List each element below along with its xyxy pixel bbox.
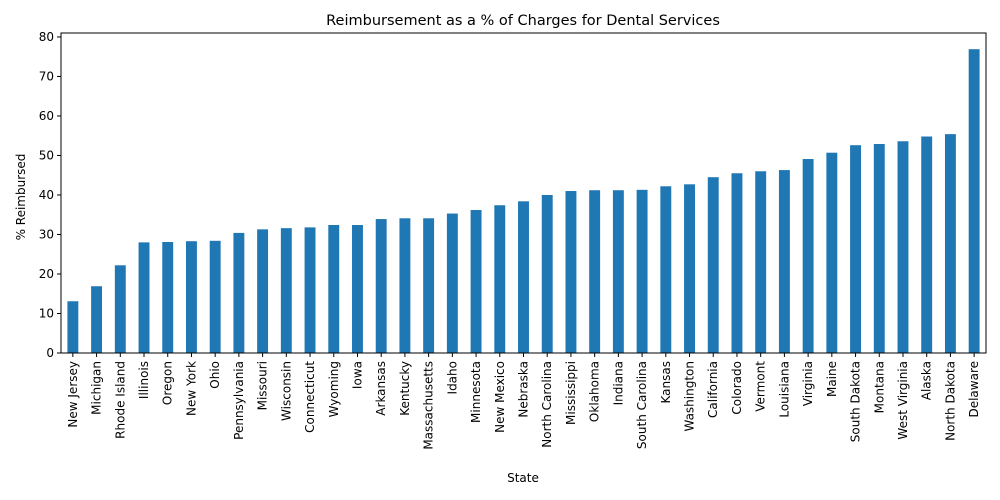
y-tick-label: 30 (39, 227, 54, 241)
x-tick-label: New Jersey (66, 361, 80, 428)
bar-oklahoma (589, 190, 601, 353)
bar-wisconsin (280, 228, 292, 353)
bar-delaware (968, 49, 980, 353)
x-tick-label: South Dakota (849, 361, 863, 442)
bar-rhode-island (114, 265, 126, 353)
bar-michigan (91, 286, 103, 353)
y-axis: 0 10 20 30 40 50 60 70 80 (39, 30, 61, 360)
x-axis-label: State (507, 471, 539, 485)
bar-south-carolina (636, 189, 648, 353)
bar-south-dakota (850, 145, 862, 353)
x-tick-label: Minnesota (469, 361, 483, 423)
bar-north-dakota (944, 134, 956, 353)
x-tick-label: Wyoming (327, 361, 341, 417)
x-tick-label: Ohio (208, 361, 222, 389)
bar-montana (873, 144, 885, 353)
plot-frame (60, 32, 987, 354)
bar-new-york (185, 241, 197, 353)
bar-maine (826, 152, 838, 353)
bar-colorado (731, 173, 743, 353)
x-tick-label: South Carolina (635, 361, 649, 449)
x-tick-label: Vermont (754, 361, 768, 412)
x-tick-label: Delaware (967, 361, 981, 418)
x-axis: New Jersey Michigan Rhode Island Illinois Or… (66, 353, 981, 450)
y-axis-label: % Reimbursed (14, 154, 28, 241)
x-tick-label: Montana (872, 361, 886, 413)
x-tick-label: Oklahoma (588, 361, 602, 422)
bar-mississippi (565, 191, 577, 353)
x-tick-label: Maine (825, 361, 839, 397)
bar-connecticut (304, 227, 316, 353)
x-tick-label: New York (184, 361, 198, 416)
bar-kansas (660, 186, 672, 353)
x-tick-label: Pennsylvania (232, 361, 246, 440)
bar-louisiana (778, 170, 790, 353)
bar-missouri (257, 229, 269, 353)
x-tick-label: Idaho (445, 361, 459, 394)
y-tick-label: 70 (39, 69, 54, 83)
x-tick-label: California (706, 361, 720, 418)
x-tick-label: Connecticut (303, 361, 317, 433)
bar-nebraska (518, 201, 529, 353)
x-tick-label: New Mexico (493, 361, 507, 433)
x-tick-label: Oregon (161, 361, 175, 405)
y-tick-label: 50 (39, 148, 54, 162)
x-tick-label: Kansas (659, 361, 673, 403)
y-tick-label: 0 (46, 346, 54, 360)
bar-alaska (921, 136, 933, 353)
x-tick-label: West Virginia (896, 361, 910, 440)
bar-new-mexico (494, 205, 506, 353)
x-tick-label: Wisconsin (279, 361, 293, 421)
x-tick-label: Louisiana (777, 361, 791, 418)
x-tick-label: North Carolina (540, 361, 554, 448)
x-tick-label: Massachusetts (422, 361, 436, 450)
bars-group (67, 49, 980, 353)
y-tick-label: 60 (39, 109, 54, 123)
bar-wyoming (328, 225, 340, 353)
bar-idaho (446, 213, 458, 353)
bar-oregon (162, 241, 174, 353)
y-tick-label: 80 (39, 30, 54, 44)
x-tick-label: Michigan (90, 361, 104, 415)
x-tick-label: Nebraska (517, 361, 531, 418)
bar-north-carolina (541, 194, 553, 353)
y-tick-label: 20 (39, 267, 54, 281)
bar-washington (684, 184, 695, 353)
x-tick-label: Rhode Island (113, 361, 127, 439)
x-tick-label: Indiana (611, 361, 625, 405)
bar-virginia (802, 159, 814, 353)
x-tick-label: Mississippi (564, 361, 578, 425)
x-tick-label: Arkansas (374, 361, 388, 416)
bar-california (707, 177, 719, 353)
bar-indiana (612, 190, 624, 353)
x-tick-label: North Dakota (943, 361, 957, 441)
bar-kentucky (399, 218, 411, 353)
bar-arkansas (375, 219, 387, 353)
bar-minnesota (470, 209, 482, 353)
y-tick-label: 10 (39, 306, 54, 320)
bar-vermont (755, 171, 767, 353)
bar-new-jersey (67, 301, 79, 353)
bar-pennsylvania (233, 232, 245, 353)
x-tick-label: Alaska (920, 361, 934, 400)
x-tick-label: Missouri (256, 361, 270, 410)
bar-west-virginia (897, 141, 909, 353)
bar-massachusetts (423, 218, 435, 353)
x-tick-label: Washington (683, 361, 697, 432)
bar-iowa (352, 225, 363, 353)
x-tick-label: Kentucky (398, 361, 412, 416)
x-tick-label: Iowa (350, 361, 364, 389)
bar-illinois (138, 242, 150, 353)
x-tick-label: Illinois (137, 361, 151, 399)
x-tick-label: Colorado (730, 361, 744, 415)
x-tick-label: Virginia (801, 361, 815, 406)
y-tick-label: 40 (39, 188, 54, 202)
bar-ohio (209, 240, 221, 353)
chart-title: Reimbursement as a % of Charges for Dent… (326, 13, 720, 29)
